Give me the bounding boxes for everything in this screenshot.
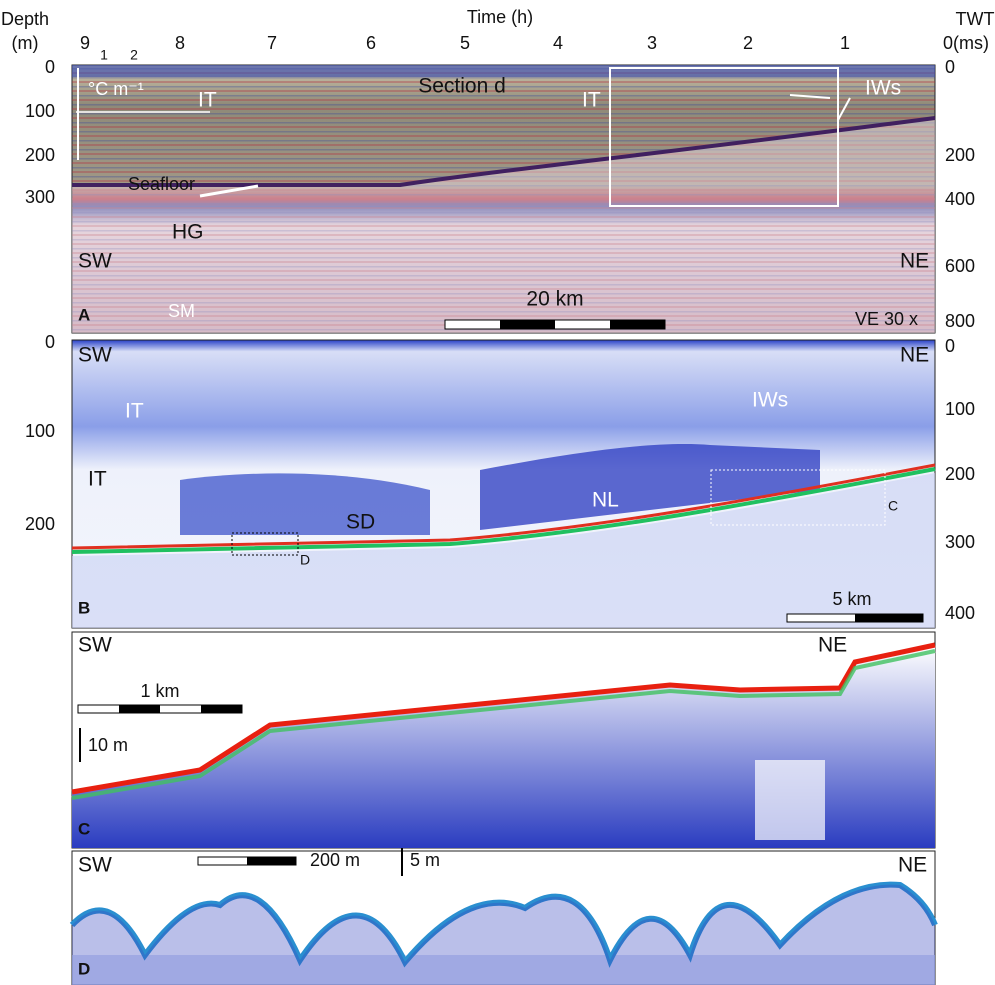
time-tick: 9 <box>80 33 90 53</box>
panel-letter: C <box>78 819 90 838</box>
scale-bar-seg <box>500 320 555 329</box>
label: Seafloor <box>128 174 195 194</box>
time-tick: 8 <box>175 33 185 53</box>
scattering-layer <box>180 473 430 535</box>
label: SW <box>78 344 112 367</box>
label: SD <box>346 511 375 534</box>
twt-label: TWT <box>956 9 995 29</box>
scale-bar-seg <box>201 705 242 713</box>
label: NE <box>898 854 927 877</box>
label: IT <box>125 400 144 423</box>
temp-tick: 1 <box>100 47 108 63</box>
time-tick: 2 <box>743 33 753 53</box>
depth-label: Depth <box>1 9 49 29</box>
scale-bar-seg <box>610 320 665 329</box>
depth-tick: 200 <box>25 514 55 534</box>
time-tick: 6 <box>366 33 376 53</box>
twt-tick: 800 <box>945 311 975 331</box>
time-tick: 7 <box>267 33 277 53</box>
panel-d: SW NE 200 m 5 m D <box>72 848 935 985</box>
twt-tick: 200 <box>945 464 975 484</box>
label: SM <box>168 301 195 321</box>
panel-a: 0 100 200 300 0 200 400 600 800 1 2 °C m… <box>25 47 975 333</box>
depth-unit: (m) <box>12 33 39 53</box>
panel-letter: D <box>78 959 90 978</box>
time-label: Time (h) <box>467 7 533 27</box>
depth-tick: 200 <box>25 145 55 165</box>
label: IT <box>582 89 601 112</box>
twt-tick: 300 <box>945 532 975 552</box>
scale-label: 5 km <box>832 589 871 609</box>
label: SW <box>78 634 112 657</box>
label: NE <box>900 344 929 367</box>
twt-tick: 400 <box>945 603 975 623</box>
section-label: Section d <box>418 75 506 98</box>
time-tick: 4 <box>553 33 563 53</box>
twt-tick: 100 <box>945 399 975 419</box>
label: NE <box>900 250 929 273</box>
twt-unit: 0(ms) <box>943 33 989 53</box>
twt-tick: 600 <box>945 256 975 276</box>
label: NL <box>592 489 619 512</box>
label: HG <box>172 221 204 244</box>
temp-tick: 2 <box>130 47 138 63</box>
scale-label: 1 km <box>140 681 179 701</box>
panel-b: 0 100 200 0 100 200 300 400 SW NE IT IT … <box>25 332 975 628</box>
temp-unit: °C m⁻¹ <box>88 79 144 99</box>
time-ticks: 9 8 7 6 5 4 3 2 1 <box>80 33 850 53</box>
label: IWs <box>752 389 788 412</box>
scale-bar-seg <box>855 614 923 622</box>
scale-bar-seg <box>119 705 160 713</box>
scale-label: 200 m <box>310 850 360 870</box>
twt-tick: 0 <box>945 57 955 77</box>
scale-label: 20 km <box>526 288 583 311</box>
label: IWs <box>865 77 901 100</box>
twt-tick: 400 <box>945 189 975 209</box>
time-tick: 1 <box>840 33 850 53</box>
vscale-label: 10 m <box>88 735 128 755</box>
ve-label: VE 30 x <box>855 309 918 329</box>
acoustic-blanking <box>755 760 825 840</box>
label: IT <box>198 89 217 112</box>
depth-tick: 300 <box>25 187 55 207</box>
panel-c: SW NE 1 km 10 m C <box>72 632 935 848</box>
box-label: C <box>888 498 898 514</box>
depth-tick: 0 <box>45 332 55 352</box>
box-label: D <box>300 552 310 568</box>
twt-tick: 200 <box>945 145 975 165</box>
depth-tick: 100 <box>25 101 55 121</box>
panel-letter: A <box>78 305 90 324</box>
figure: Depth (m) Time (h) TWT 0(ms) 9 8 7 6 5 4 3 2 1 0… <box>0 0 995 985</box>
label: NE <box>818 634 847 657</box>
time-tick: 5 <box>460 33 470 53</box>
vscale-label: 5 m <box>410 850 440 870</box>
label: SW <box>78 250 112 273</box>
scale-bar-seg <box>247 857 296 865</box>
time-tick: 3 <box>647 33 657 53</box>
twt-tick: 0 <box>945 336 955 356</box>
depth-tick: 100 <box>25 421 55 441</box>
label: IT <box>88 468 107 491</box>
depth-tick: 0 <box>45 57 55 77</box>
panel-letter: B <box>78 598 90 617</box>
label: SW <box>78 854 112 877</box>
